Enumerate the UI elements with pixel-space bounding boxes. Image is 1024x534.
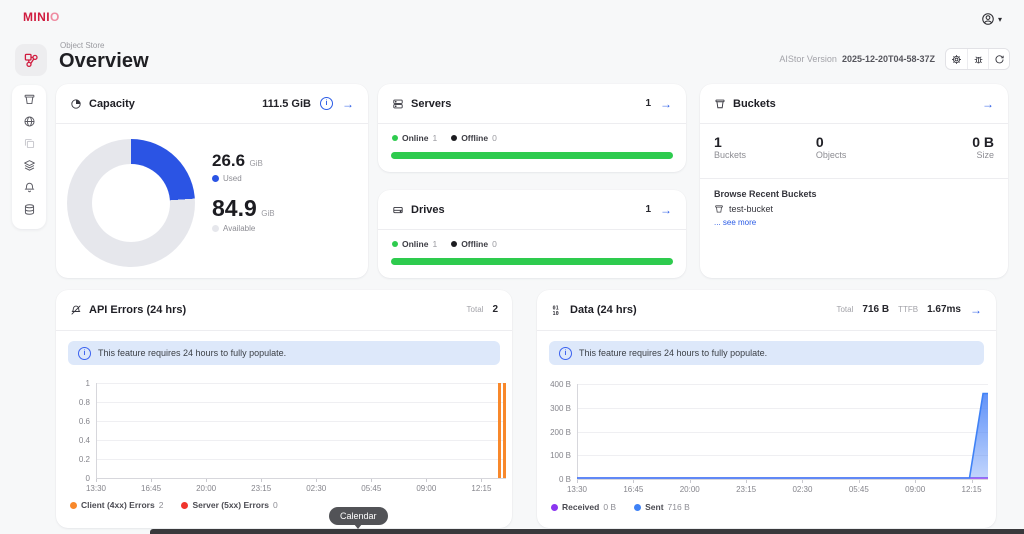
buckets-stats: 1 Buckets 0 Objects 0 B Size xyxy=(714,134,994,161)
bell-icon xyxy=(24,182,34,193)
sidebar-item-replication[interactable] xyxy=(18,137,40,150)
capacity-available-stat: 84.9 GiB Available xyxy=(212,195,275,233)
data-legend: Received 0 B Sent 716 B xyxy=(551,502,690,512)
capacity-total: 111.5 GiB xyxy=(262,97,311,110)
capacity-used-stat: 26.6 GiB Used xyxy=(212,151,263,183)
stack-icon xyxy=(24,204,34,215)
header-toolbar xyxy=(945,48,1010,70)
servers-arrow-link[interactable]: → xyxy=(660,96,672,111)
sidebar-item-tiering[interactable] xyxy=(18,203,40,216)
capacity-donut-chart xyxy=(67,139,195,267)
populate-notice: i This feature requires 24 hours to full… xyxy=(68,341,500,365)
refresh-icon xyxy=(995,54,1004,63)
buckets-card: Buckets → 1 Buckets 0 Objects 0 B Size Brow… xyxy=(700,84,1008,278)
offline-dot xyxy=(451,241,458,247)
error-slash-icon xyxy=(70,304,82,316)
copy-icon xyxy=(24,138,34,149)
api-errors-title: API Errors (24 hrs) xyxy=(70,304,186,316)
calendar-tooltip: Calendar xyxy=(329,507,388,529)
received-dot xyxy=(551,503,558,511)
drives-card: Drives 1 → Online 1 Offline 0 xyxy=(378,190,686,278)
available-dot xyxy=(212,225,219,232)
chevron-down-icon: ▾ xyxy=(997,14,1002,24)
server-errors-dot xyxy=(181,501,189,509)
api-errors-legend: Client (4xx) Errors 2 Server (5xx) Errors… xyxy=(70,500,278,510)
data-card: 01 10 Data (24 hrs) Total 716 B TTFB 1.6… xyxy=(537,290,996,528)
drives-status: Online 1 Offline 0 xyxy=(392,239,497,249)
version-info: AIStor Version 2025-12-20T04-58-37Z xyxy=(779,54,935,64)
online-dot xyxy=(392,241,398,247)
pie-chart-icon xyxy=(70,98,82,110)
sidebar xyxy=(12,85,46,229)
page-title: Overview xyxy=(59,50,149,72)
svg-text:10: 10 xyxy=(553,310,559,315)
stat-size: 0 B Size xyxy=(972,134,994,161)
info-icon: i xyxy=(559,346,572,360)
data-total: 716 B xyxy=(862,304,890,315)
online-dot xyxy=(392,135,398,141)
buckets-title: Buckets xyxy=(714,98,776,110)
drives-health-bar xyxy=(391,258,673,265)
settings-button[interactable] xyxy=(946,49,967,69)
capacity-card: Capacity 111.5 GiB i → 26.6 GiB Used 84.… xyxy=(56,84,368,278)
sidebar-item-identity[interactable] xyxy=(18,115,40,128)
servers-health-bar xyxy=(391,152,673,159)
drives-arrow-link[interactable]: → xyxy=(660,202,672,217)
minio-logo: MINIO xyxy=(23,10,60,24)
svg-text:01: 01 xyxy=(553,305,559,311)
stat-buckets: 1 Buckets xyxy=(714,134,747,161)
servers-count: 1 xyxy=(645,98,651,109)
gear-icon xyxy=(952,54,961,64)
servers-status: Online 1 Offline 0 xyxy=(392,133,497,143)
api-errors-card: API Errors (24 hrs) Total 2 i This featu… xyxy=(56,290,512,528)
taskbar-strip[interactable] xyxy=(150,529,1024,534)
bucket-icon xyxy=(714,204,724,214)
binary-data-icon: 01 10 xyxy=(551,304,563,315)
servers-icon xyxy=(392,98,404,110)
servers-title: Servers xyxy=(392,98,451,110)
diagnostics-button[interactable] xyxy=(967,49,988,69)
data-title: 01 10 Data (24 hrs) xyxy=(551,303,637,316)
sent-dot xyxy=(634,503,642,511)
buckets-arrow-link[interactable]: → xyxy=(982,96,994,111)
drives-count: 1 xyxy=(645,204,651,215)
client-errors-dot xyxy=(70,501,77,509)
data-ttfb: 1.67ms xyxy=(927,304,961,315)
offline-dot xyxy=(451,135,458,141)
overview-page-icon xyxy=(15,44,47,76)
browse-recent-title: Browse Recent Buckets xyxy=(714,189,817,199)
see-more-link[interactable]: ... see more xyxy=(714,218,757,227)
bucket-icon xyxy=(714,98,726,110)
servers-card: Servers 1 → Online 1 Offline 0 xyxy=(378,84,686,172)
api-errors-total: 2 xyxy=(492,304,498,315)
topology-icon xyxy=(24,53,38,68)
sidebar-item-buckets[interactable] xyxy=(18,93,40,106)
populate-notice: i This feature requires 24 hours to full… xyxy=(549,341,984,365)
header-right: AIStor Version 2025-12-20T04-58-37Z xyxy=(779,48,1010,70)
sidebar-item-events[interactable] xyxy=(18,181,40,194)
used-dot xyxy=(212,175,219,182)
recent-bucket-item[interactable]: test-bucket xyxy=(714,204,773,214)
data-arrow-link[interactable]: → xyxy=(970,302,982,317)
info-icon[interactable]: i xyxy=(320,97,333,110)
globe-icon xyxy=(23,116,35,127)
breadcrumb: Object Store xyxy=(60,41,105,50)
sidebar-item-layers[interactable] xyxy=(18,159,40,172)
user-menu[interactable]: ▾ xyxy=(981,12,1002,26)
refresh-button[interactable] xyxy=(988,49,1009,69)
layers-icon xyxy=(23,160,35,171)
bucket-icon xyxy=(24,94,34,105)
capacity-title: Capacity xyxy=(70,98,135,110)
drives-title: Drives xyxy=(392,204,445,216)
info-icon: i xyxy=(78,346,91,360)
stat-objects: 0 Objects xyxy=(815,134,847,161)
user-circle-icon xyxy=(981,12,995,26)
drive-icon xyxy=(392,204,404,216)
bug-icon xyxy=(974,55,982,63)
capacity-arrow-link[interactable]: → xyxy=(342,96,354,111)
